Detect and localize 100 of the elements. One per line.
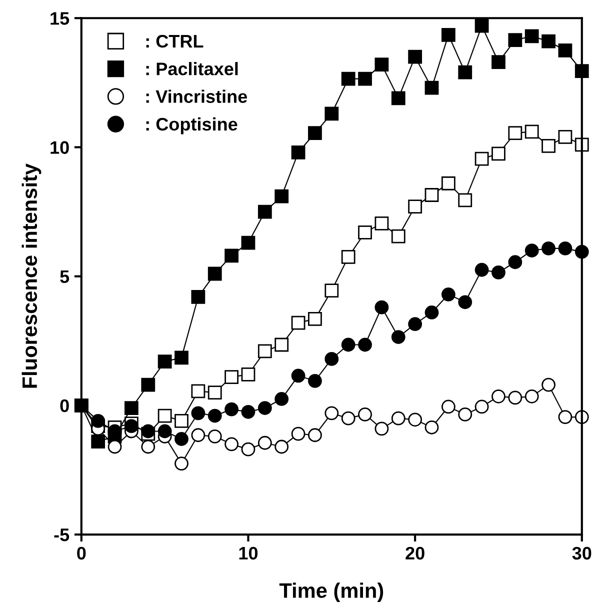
point [524,244,539,258]
y-tick-label: 5 [60,270,70,284]
point [474,18,489,33]
point [391,229,406,244]
point [474,152,489,166]
point [124,401,138,415]
point [542,138,556,153]
point [374,58,389,72]
y-axis-title: Fluorescence intensity [22,164,42,388]
point [358,72,372,86]
point [508,390,522,405]
point [324,284,339,298]
x-tick-label: 20 [406,546,424,560]
point [408,50,422,64]
point [408,412,422,427]
point [341,72,356,86]
point [174,414,188,428]
point [492,146,506,161]
point [291,368,306,383]
legend-label: : Paclitaxel [146,62,238,76]
point [374,300,389,314]
point [542,242,556,256]
point [424,188,439,202]
point [274,392,289,406]
point [258,436,272,450]
point [324,352,339,366]
point [308,312,322,326]
point [341,250,356,264]
point [558,410,572,424]
point [158,424,172,438]
point [441,400,456,414]
x-axis-title: Time (min) [279,582,384,602]
point [174,432,188,446]
point [441,28,456,42]
y-tick-label: -5 [54,528,70,542]
y-tick-label: 15 [50,12,70,25]
point [558,43,572,58]
point [258,204,272,219]
point [241,442,256,456]
point [358,408,372,422]
point [224,248,238,263]
point [258,401,272,415]
point [274,189,289,204]
point [458,408,472,422]
point [224,437,238,452]
point [508,255,522,270]
point [191,428,206,442]
point [308,126,322,140]
point [208,266,222,281]
point [424,420,439,434]
point [492,389,506,404]
point [241,404,256,419]
point [274,338,289,352]
point [508,126,522,140]
point [374,216,389,230]
point [258,344,272,358]
point [208,408,222,423]
point [208,386,222,400]
point [391,330,406,344]
point [391,91,406,106]
point [558,130,572,144]
point [341,411,356,426]
point [174,456,188,470]
point [358,338,372,352]
point [474,400,489,414]
point [358,225,372,240]
point [324,406,339,420]
x-tick-label: 10 [239,546,258,560]
point [524,124,539,139]
point [291,316,306,330]
point [241,236,256,250]
point [492,266,506,280]
point [158,354,172,368]
legend-label: : CTRL [146,34,204,48]
x-tick-label: 0 [77,546,86,560]
x-tick-label: 30 [572,546,592,560]
point [441,287,456,302]
point [291,426,306,441]
point [308,374,322,388]
point [108,440,122,454]
point [458,65,472,80]
point [458,193,472,208]
point [324,106,339,121]
legend-label: : Coptisine [146,117,238,134]
point [474,262,489,277]
point [424,306,439,320]
point [158,408,172,423]
point [124,419,138,434]
point [542,378,556,392]
point [241,368,256,382]
point [174,350,188,365]
point [508,33,522,48]
point [408,317,422,332]
point [191,406,206,420]
point [458,295,472,310]
y-tick-label: 0 [60,399,69,412]
point [391,411,406,426]
point [308,428,322,442]
point [341,338,356,352]
point [558,242,572,256]
